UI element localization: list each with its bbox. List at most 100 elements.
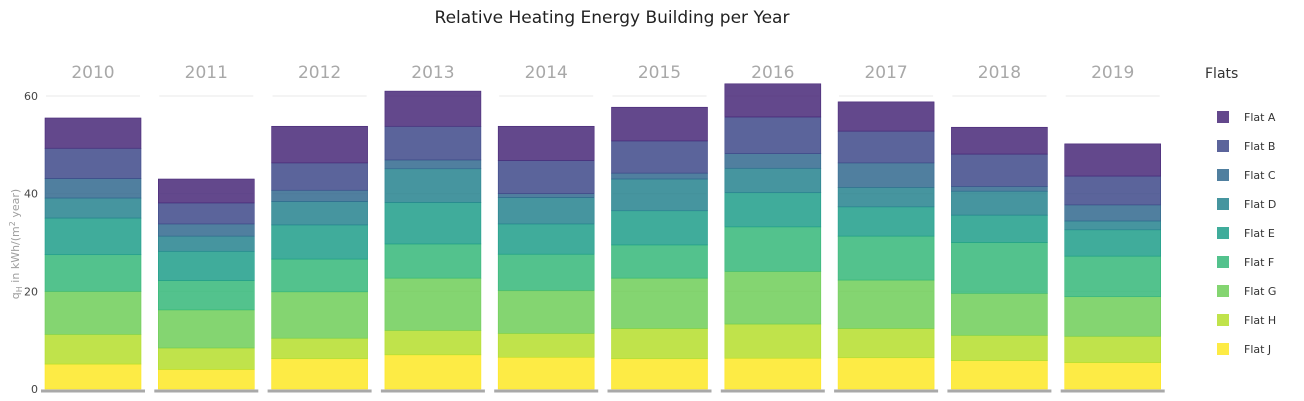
bar-segment-flat-g[interactable] [611,277,708,329]
bar-segment-flat-h[interactable] [724,323,822,359]
bar-segment-flat-j[interactable] [611,358,708,390]
bar-segment-flat-g[interactable] [497,290,595,334]
legend-item-flat-a[interactable]: Flat A [1217,111,1276,124]
bar-segment-flat-h[interactable] [497,333,595,358]
bar-segment-flat-e[interactable] [1064,229,1161,257]
bar-segment-flat-f[interactable] [951,242,1048,294]
legend-item-flat-f[interactable]: Flat F [1217,256,1274,269]
bar-segment-flat-f[interactable] [724,226,822,272]
bar-segment-flat-e[interactable] [951,214,1048,243]
bar-segment-flat-d[interactable] [497,197,595,225]
bar-segment-flat-d[interactable] [44,197,142,219]
legend-item-flat-j[interactable]: Flat J [1217,343,1271,356]
bar-segment-flat-g[interactable] [1064,296,1161,337]
bar-segment-flat-f[interactable] [497,253,595,291]
bar-segment-flat-g[interactable] [271,291,368,339]
bar-segment-flat-g[interactable] [837,279,935,329]
bar-segment-flat-f[interactable] [611,244,708,279]
legend-item-flat-e[interactable]: Flat E [1217,227,1275,240]
bar-segment-flat-e[interactable] [44,217,142,256]
bar-segment-flat-a[interactable] [497,125,595,161]
bar-segment-flat-d[interactable] [837,187,935,208]
bar-segment-flat-g[interactable] [724,271,822,325]
bar-segment-flat-h[interactable] [837,328,935,359]
bar-segment-flat-g[interactable] [158,309,255,349]
bar-segment-flat-a[interactable] [44,117,142,149]
bar-segment-flat-a[interactable] [271,125,368,164]
bar-segment-flat-c[interactable] [724,153,822,169]
bar-segment-flat-c[interactable] [1064,204,1161,222]
bar-segment-flat-c[interactable] [44,178,142,199]
bar-segment-flat-b[interactable] [1064,175,1161,206]
bar-segment-flat-e[interactable] [497,223,595,255]
bar-segment-flat-a[interactable] [837,101,935,132]
bar-segment-flat-h[interactable] [1064,335,1161,363]
bar-segment-flat-j[interactable] [837,357,935,390]
legend[interactable]: Flats Flat A Flat B Flat C Flat D Flat E Flat… [1205,66,1276,356]
bar-segment-flat-f[interactable] [384,243,482,279]
bar-segment-flat-d[interactable] [724,167,822,193]
bar-segment-flat-d[interactable] [1064,220,1161,231]
bar-segment-flat-e[interactable] [158,250,255,281]
bar-segment-flat-g[interactable] [951,292,1048,336]
bar-segment-flat-c[interactable] [158,223,255,237]
bar-segment-flat-j[interactable] [497,356,595,390]
bar-segment-flat-a[interactable] [951,126,1048,155]
bar-segment-flat-c[interactable] [271,189,368,202]
bar-segment-flat-d[interactable] [951,190,1048,216]
bar-segment-flat-d[interactable] [158,235,255,252]
bar-segment-flat-h[interactable] [271,337,368,360]
bar-segment-flat-g[interactable] [384,277,482,331]
bar-segment-flat-b[interactable] [271,162,368,191]
bar-segment-flat-j[interactable] [724,357,822,390]
bar-segment-flat-d[interactable] [611,178,708,212]
bar-segment-flat-g[interactable] [44,291,142,335]
bar-segment-flat-b[interactable] [44,147,142,179]
bar-segment-flat-h[interactable] [384,330,482,356]
bar-segment-flat-c[interactable] [384,159,482,170]
bar-segment-flat-a[interactable] [1064,143,1161,177]
bar-segment-flat-h[interactable] [158,347,255,370]
bar-segment-flat-b[interactable] [951,153,1048,187]
bar-segment-flat-f[interactable] [271,258,368,293]
bar-segment-flat-j[interactable] [44,363,142,390]
bar-segment-flat-h[interactable] [951,334,1048,361]
bar-segment-flat-c[interactable] [611,172,708,180]
bar-segment-flat-b[interactable] [158,202,255,225]
bar-segment-flat-e[interactable] [724,192,822,228]
bar-segment-flat-h[interactable] [44,334,142,365]
bar-segment-flat-f[interactable] [44,254,142,292]
legend-item-flat-g[interactable]: Flat G [1217,285,1276,298]
bar-segment-flat-f[interactable] [837,235,935,281]
legend-item-flat-b[interactable]: Flat B [1217,140,1275,153]
bar-segment-flat-j[interactable] [271,358,368,390]
bar-segment-flat-e[interactable] [837,206,935,237]
legend-item-flat-d[interactable]: Flat D [1217,198,1276,211]
bar-segment-flat-f[interactable] [1064,255,1161,298]
bar-segment-flat-b[interactable] [724,116,822,154]
bar-segment-flat-a[interactable] [611,106,708,142]
bar-segment-flat-j[interactable] [1064,362,1161,390]
bar-segment-flat-j[interactable] [384,354,482,390]
bar-segment-flat-h[interactable] [611,328,708,360]
bar-segment-flat-e[interactable] [611,210,708,246]
bar-segment-flat-a[interactable] [158,178,255,204]
bar-segment-flat-f[interactable] [158,280,255,311]
bar-segment-flat-j[interactable] [158,369,255,390]
legend-item-flat-h[interactable]: Flat H [1217,314,1276,327]
bar-segment-flat-j[interactable] [951,360,1048,390]
bar-segment-flat-a[interactable] [384,90,482,127]
bar-segment-flat-b[interactable] [497,160,595,194]
bar-segment-flat-c[interactable] [837,162,935,188]
bar-segment-flat-e[interactable] [271,224,368,260]
bar-segment-flat-c[interactable] [497,193,595,198]
bar-segment-flat-e[interactable] [384,202,482,245]
bar-segment-flat-d[interactable] [271,201,368,226]
bar-segment-flat-b[interactable] [837,130,935,164]
bar-segment-flat-a[interactable] [724,83,822,118]
bar-segment-flat-c[interactable] [951,186,1048,192]
bar-segment-flat-b[interactable] [384,125,482,161]
bar-segment-flat-d[interactable] [384,168,482,203]
legend-item-flat-c[interactable]: Flat C [1217,169,1276,182]
bar-segment-flat-b[interactable] [611,140,708,174]
